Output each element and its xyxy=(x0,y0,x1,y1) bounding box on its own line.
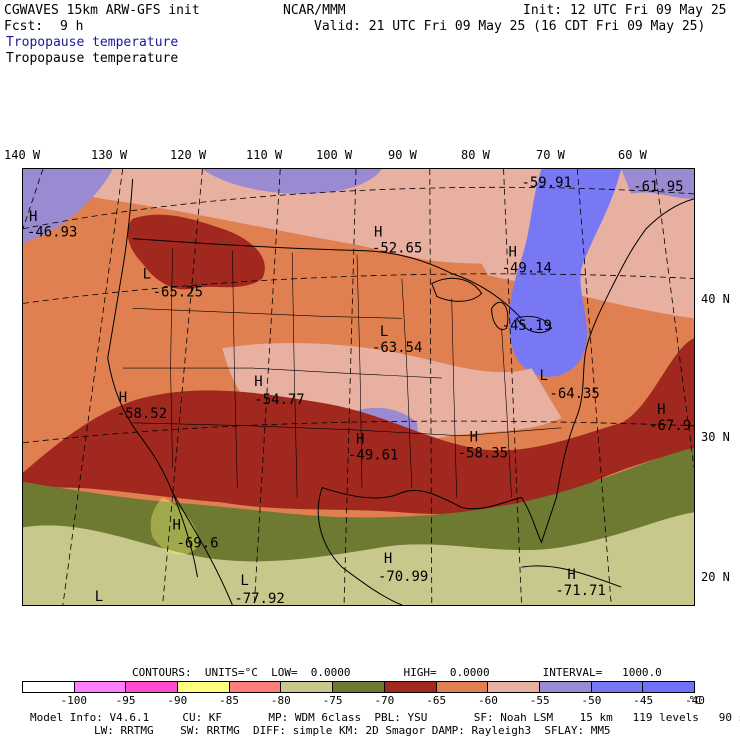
field-fill xyxy=(150,497,199,555)
map-label-center: L xyxy=(143,267,151,283)
map-label-center: H xyxy=(29,209,37,225)
colorbar-tick-label: -80 xyxy=(270,694,291,707)
lon-label: 100 W xyxy=(316,148,353,162)
lon-label: 130 W xyxy=(91,148,128,162)
colorbar-tick-label: -50 xyxy=(581,694,602,707)
map-label-center: H xyxy=(509,245,517,261)
map-label-value: -54.77 xyxy=(254,392,304,408)
field-fill xyxy=(127,214,265,290)
map-label-value: -70.99 xyxy=(378,569,428,585)
map-label-center: L xyxy=(380,324,388,340)
map-label-center: H xyxy=(384,551,392,567)
map-label-center: L xyxy=(240,573,248,589)
tropopause-map: H -46.93 L -65.25 H -52.65 H -49.14 -59.… xyxy=(23,169,694,605)
colorbar-tick-label: -75 xyxy=(322,694,343,707)
colorbar-swatch xyxy=(281,682,334,692)
colorbar-swatch xyxy=(229,682,282,692)
colorbar-swatch xyxy=(126,682,179,692)
colorbar-tick-label: -90 xyxy=(167,694,188,707)
field-title-2: Tropopause temperature xyxy=(6,51,179,66)
forecast-label: Fcst: xyxy=(4,19,44,34)
map-panel: H -46.93 L -65.25 H -52.65 H -49.14 -59.… xyxy=(22,168,695,606)
lat-label: 30 N xyxy=(701,430,730,444)
model-info-line-2: LW: RRTMG SW: RRTMG DIFF: simple KM: 2D … xyxy=(94,724,611,737)
lon-label: 80 W xyxy=(461,148,490,162)
colorbar-swatch xyxy=(384,682,437,692)
map-label-value: -58.52 xyxy=(117,406,167,422)
map-label-center: H xyxy=(254,374,262,390)
field-title-1: Tropopause temperature xyxy=(6,35,179,50)
colorbar-swatch xyxy=(591,682,644,692)
colorbar-tick-label: -60 xyxy=(477,694,498,707)
lat-label: 40 N xyxy=(701,292,730,306)
state-borders xyxy=(122,248,562,498)
lon-label: 110 W xyxy=(246,148,283,162)
model-info-line-1: Model Info: V4.6.1 CU: KF MP: WDM 6class… xyxy=(30,711,740,724)
map-label-center: H xyxy=(356,432,364,448)
map-label-value: -46.93 xyxy=(27,225,77,241)
colorbar-tick-label: -45 xyxy=(633,694,654,707)
field-fill xyxy=(23,338,694,515)
map-label-value: -64.35 xyxy=(549,386,599,402)
colorbar-tick-label: -40 xyxy=(685,694,705,707)
forecast-value: 9 h xyxy=(60,19,84,34)
colorbar-swatch xyxy=(643,682,694,692)
colorbar-tick-label: -100 xyxy=(60,694,88,707)
colorbar-swatch xyxy=(23,682,75,692)
map-label-value: -49.14 xyxy=(502,261,552,277)
colorbar-unit-label: °C xyxy=(688,694,702,707)
model-title: CGWAVES 15km ARW-GFS init xyxy=(4,3,200,18)
map-label-center: L xyxy=(539,368,547,384)
map-label-value: -45.19 xyxy=(502,318,552,334)
map-label-value: -49.61 xyxy=(348,448,398,464)
map-label-center: L xyxy=(95,589,103,605)
colorbar-swatch xyxy=(488,682,540,692)
colorbar-swatch xyxy=(436,682,489,692)
graticule xyxy=(23,169,694,605)
colorbar-tick-label: -65 xyxy=(426,694,447,707)
coastlines xyxy=(107,178,694,605)
map-label-value: -71.71 xyxy=(555,583,605,599)
map-label-value: -77.92 xyxy=(234,591,284,605)
field-fill xyxy=(621,169,694,199)
colorbar-tick-label: -85 xyxy=(219,694,239,707)
colorbar xyxy=(22,681,695,693)
lon-label: 140 W xyxy=(4,148,41,162)
field-fill xyxy=(23,169,113,244)
colorbar-swatch xyxy=(539,682,592,692)
lon-label: 70 W xyxy=(536,148,565,162)
map-label-center: H xyxy=(657,402,665,418)
map-label-center: H xyxy=(567,567,575,583)
lon-label: 120 W xyxy=(170,148,207,162)
colorbar-swatch xyxy=(333,682,385,692)
field-fill xyxy=(202,169,382,194)
lon-label: 90 W xyxy=(388,148,417,162)
contour-info: CONTOURS: UNITS=°C LOW= 0.0000 HIGH= 0.0… xyxy=(132,666,662,679)
map-label-value: -69.6 xyxy=(177,535,219,551)
lat-label: 20 N xyxy=(701,570,730,584)
map-label-center: H xyxy=(173,517,181,533)
map-label-center: H xyxy=(119,390,127,406)
field-fill xyxy=(23,512,694,605)
init-time: Init: 12 UTC Fri 09 May 25 xyxy=(523,3,727,18)
map-label-value: -58.35 xyxy=(458,446,508,462)
colorbar-swatch xyxy=(178,682,230,692)
colorbar-tick-label: -55 xyxy=(529,694,550,707)
map-label-center: H xyxy=(470,430,478,446)
pressure-labels: H -46.93 L -65.25 H -52.65 H -49.14 -59.… xyxy=(27,175,691,605)
lon-label: 60 W xyxy=(618,148,647,162)
map-label-value: -61.95 xyxy=(633,179,683,195)
map-label-value: -59.91 xyxy=(522,175,572,191)
colorbar-tick-label: -95 xyxy=(115,694,136,707)
center-name: NCAR/MMM xyxy=(283,3,346,18)
map-label-center: H xyxy=(374,225,382,241)
map-label-value: -63.54 xyxy=(372,340,422,356)
map-label-value: -67.9 xyxy=(649,418,691,434)
map-label-value: -65.25 xyxy=(153,284,203,300)
map-label-value: -52.65 xyxy=(372,241,422,257)
colorbar-swatch xyxy=(74,682,127,692)
valid-time: Valid: 21 UTC Fri 09 May 25 (16 CDT Fri … xyxy=(314,19,706,34)
field-fill xyxy=(508,169,622,377)
colorbar-tick-label: -70 xyxy=(374,694,395,707)
